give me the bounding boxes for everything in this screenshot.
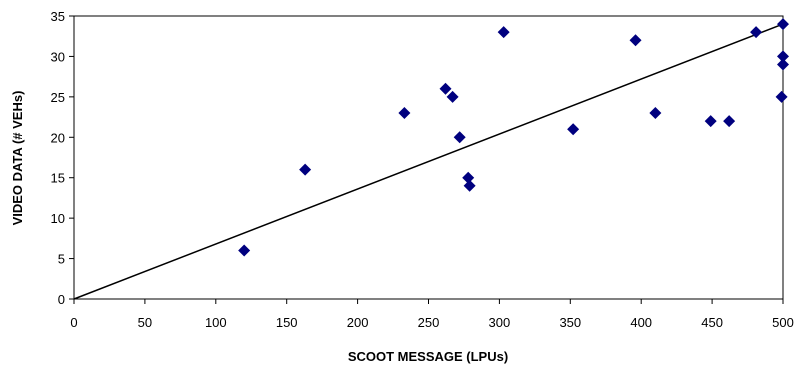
data-point <box>238 244 251 257</box>
x-tick-label: 250 <box>418 315 440 330</box>
x-tick-label: 200 <box>347 315 369 330</box>
data-point <box>463 179 476 192</box>
y-tick-label: 25 <box>51 90 65 105</box>
data-point <box>775 90 788 103</box>
y-tick-label: 10 <box>51 211 65 226</box>
x-tick-label: 0 <box>70 315 77 330</box>
data-point <box>453 131 466 144</box>
y-axis-title: VIDEO DATA (# VEHs) <box>10 91 25 226</box>
y-tick-label: 30 <box>51 49 65 64</box>
data-point <box>462 171 475 184</box>
plot-area <box>73 15 784 300</box>
data-point <box>777 18 789 31</box>
y-tick-label: 35 <box>51 9 65 24</box>
data-point <box>704 115 717 128</box>
y-tick-label: 15 <box>51 171 65 186</box>
y-tick-label: 0 <box>58 292 65 307</box>
x-tick-label: 450 <box>701 315 723 330</box>
data-point <box>497 26 510 39</box>
y-tick-label: 20 <box>51 130 65 145</box>
data-point <box>649 107 662 120</box>
data-point <box>777 58 789 71</box>
data-point <box>299 163 312 176</box>
data-point <box>629 34 642 47</box>
x-tick-label: 300 <box>489 315 511 330</box>
x-tick-label: 400 <box>630 315 652 330</box>
data-point <box>777 50 789 63</box>
y-tick-label: 5 <box>58 252 65 267</box>
data-point <box>398 107 411 120</box>
trendline-group <box>73 23 784 300</box>
data-point <box>567 123 580 136</box>
data-point <box>723 115 736 128</box>
data-points <box>238 18 789 257</box>
x-tick-label: 500 <box>772 315 794 330</box>
x-axis-title: SCOOT MESSAGE (LPUs) <box>348 349 508 364</box>
x-tick-label: 150 <box>276 315 298 330</box>
trendline <box>73 23 784 300</box>
data-point <box>439 82 452 95</box>
y-axis: 0 5 10 15 20 25 30 35 <box>51 9 74 307</box>
x-axis: 0 50 100 150 200 250 300 350 400 450 500 <box>70 299 794 330</box>
x-tick-label: 350 <box>559 315 581 330</box>
x-tick-label: 100 <box>205 315 227 330</box>
x-tick-label: 50 <box>138 315 152 330</box>
data-point <box>446 90 459 103</box>
data-point <box>750 26 763 39</box>
